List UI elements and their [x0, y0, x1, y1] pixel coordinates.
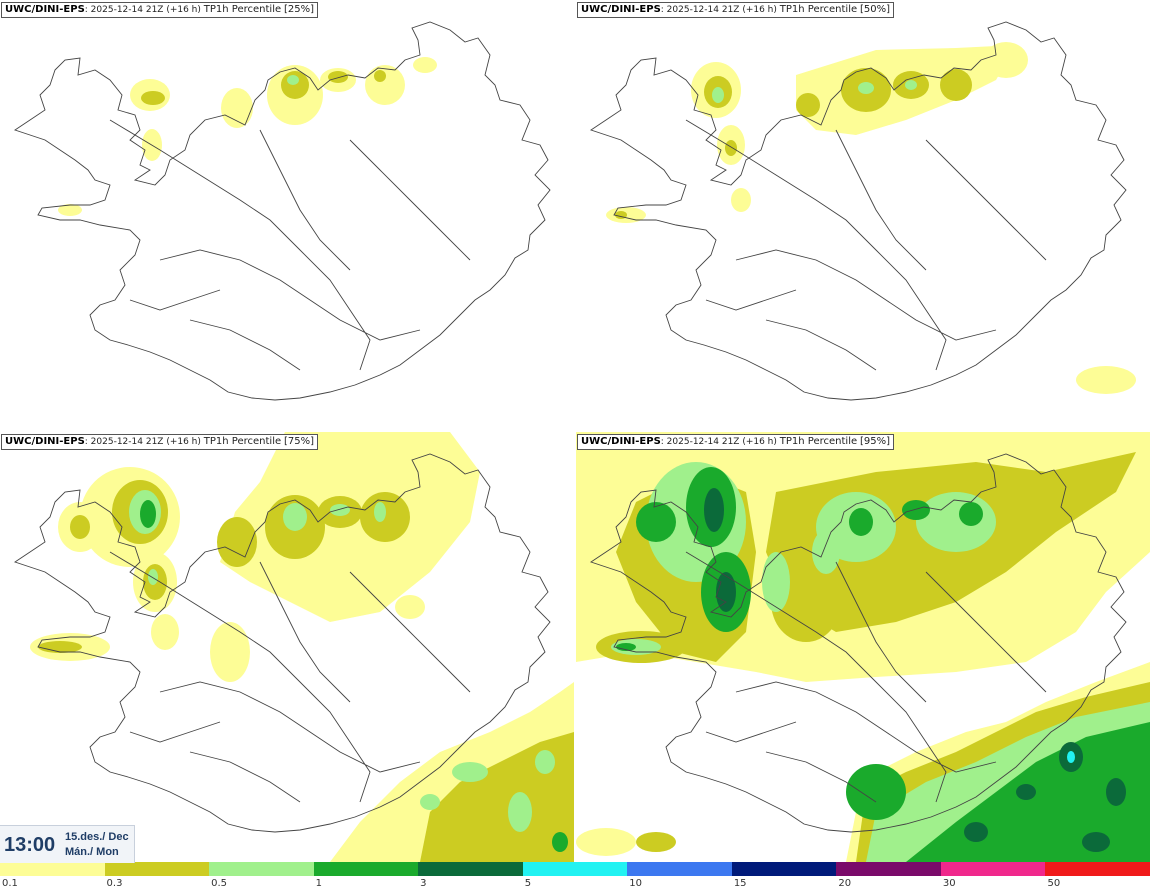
- color-legend: 0.1 0.3 0.5 1 3 5 10 15 20 30 50: [0, 862, 1150, 891]
- legend-tick-label: 0.1: [2, 878, 18, 889]
- panel-title: UWC/DINI-EPS: 2025-12-14 21Z (+16 h) TP1…: [1, 434, 319, 450]
- legend-swatch: [627, 862, 733, 876]
- valid-weekday: Mán./ Mon: [65, 846, 119, 858]
- valid-date: 15.des./ Dec: [65, 831, 129, 843]
- panel-title: UWC/DINI-EPS: 2025-12-14 21Z (+16 h) TP1…: [577, 2, 895, 18]
- product-name: TP1h Percentile: [779, 436, 858, 447]
- legend-swatch: [522, 862, 628, 876]
- iceland-coastline: [13, 453, 551, 833]
- panel-title: UWC/DINI-EPS: 2025-12-14 21Z (+16 h) TP1…: [1, 2, 319, 18]
- legend-tick-label: 30: [942, 878, 956, 889]
- precip-map: [13, 432, 574, 862]
- legend-tick-label: 0.3: [106, 878, 123, 889]
- map-panel-p95: UWC/DINI-EPS: 2025-12-14 21Z (+16 h) TP1…: [576, 432, 1150, 862]
- legend-tick-label: 15: [733, 878, 747, 889]
- map-panel-p75: UWC/DINI-EPS: 2025-12-14 21Z (+16 h) TP1…: [0, 432, 574, 862]
- precip-fields: [30, 432, 574, 862]
- init-time: 2025-12-14 21Z (+16 h): [666, 5, 777, 15]
- legend-swatch: [1045, 862, 1150, 876]
- valid-time-clock: 13:00: [4, 834, 56, 856]
- model-name: UWC/DINI-EPS: [581, 436, 661, 447]
- product-name: TP1h Percentile: [779, 4, 858, 15]
- legend-swatch: [940, 862, 1046, 876]
- precip-fields: [606, 42, 1136, 394]
- precip-map: [576, 432, 1150, 862]
- legend-swatch: [0, 862, 106, 876]
- init-time: 2025-12-14 21Z (+16 h): [90, 5, 201, 15]
- legend-swatch: [731, 862, 837, 876]
- iceland-coastline: [589, 453, 1127, 833]
- precip-fields: [58, 57, 437, 216]
- valid-time-badge: 13:00 15.des./ Dec Mán./ Mon: [0, 825, 135, 863]
- model-name: UWC/DINI-EPS: [5, 436, 85, 447]
- percentile-label: [95%]: [860, 436, 891, 447]
- precip-map: [589, 21, 1136, 401]
- percentile-label: [50%]: [860, 4, 891, 15]
- legend-tick-label: 50: [1047, 878, 1061, 889]
- legend-swatch: [104, 862, 210, 876]
- iceland-coastline: [13, 21, 551, 401]
- legend-tick-label: 3: [420, 878, 427, 889]
- legend-tick-label: 5: [524, 878, 532, 889]
- legend-swatch: [418, 862, 524, 876]
- legend-swatch: [209, 862, 315, 876]
- init-time: 2025-12-14 21Z (+16 h): [90, 437, 201, 447]
- legend-tick-label: 10: [629, 878, 642, 889]
- percentile-label: [25%]: [284, 4, 315, 15]
- map-panel-p25: UWC/DINI-EPS: 2025-12-14 21Z (+16 h) TP1…: [0, 0, 574, 430]
- legend-swatch: [313, 862, 419, 876]
- precip-map: [13, 21, 551, 401]
- legend-tick-label: 0.5: [211, 878, 227, 889]
- product-name: TP1h Percentile: [203, 436, 282, 447]
- init-time: 2025-12-14 21Z (+16 h): [666, 437, 777, 447]
- legend-tick-label: 1: [315, 878, 322, 889]
- iceland-coastline: [589, 21, 1127, 401]
- legend-swatch: [836, 862, 942, 876]
- percentile-label: [75%]: [284, 436, 315, 447]
- legend-tick-label: 20: [838, 878, 852, 889]
- product-name: TP1h Percentile: [203, 4, 282, 15]
- model-name: UWC/DINI-EPS: [581, 4, 661, 15]
- map-panel-p50: UWC/DINI-EPS: 2025-12-14 21Z (+16 h) TP1…: [576, 0, 1150, 430]
- model-name: UWC/DINI-EPS: [5, 4, 85, 15]
- panel-title: UWC/DINI-EPS: 2025-12-14 21Z (+16 h) TP1…: [577, 434, 895, 450]
